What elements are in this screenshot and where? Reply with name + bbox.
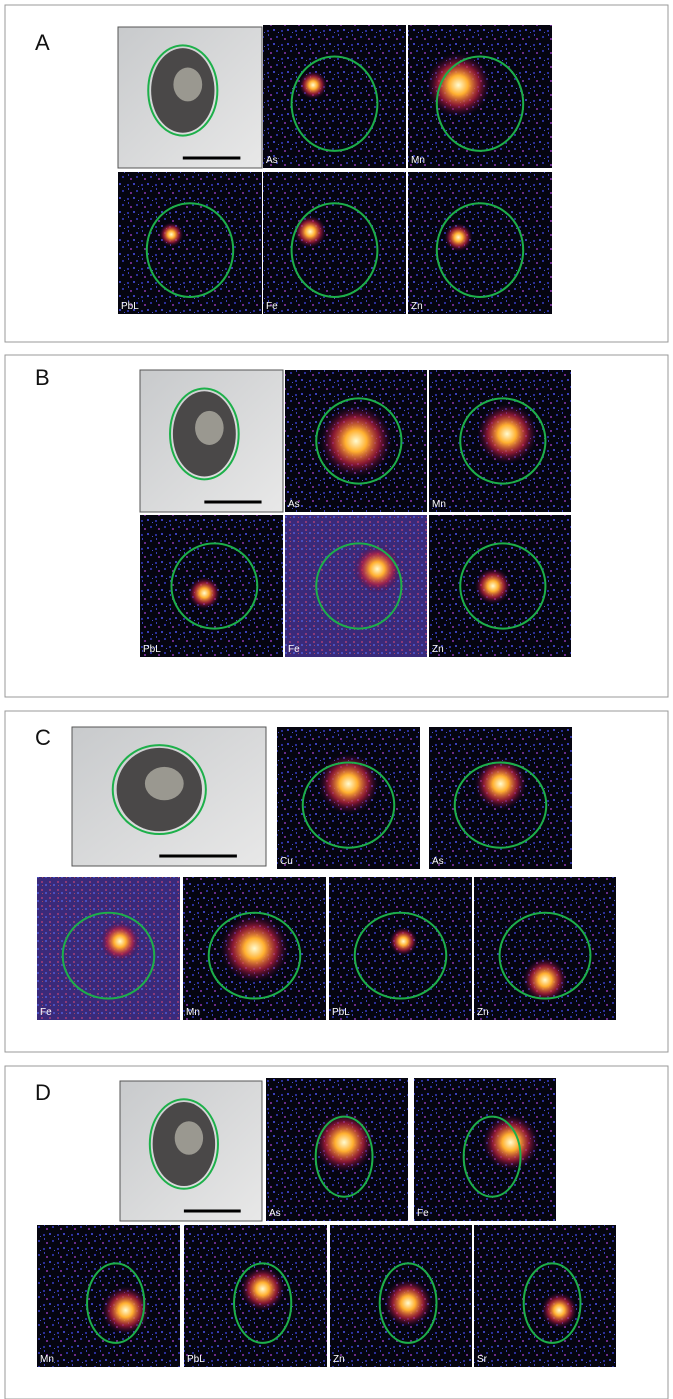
panel-letter: C [35,725,51,750]
element-label: Zn [411,301,423,312]
panel: D As Fe Mn PbL Zn Sr [5,1066,668,1399]
element-label: Zn [432,644,444,655]
grain-highlight [173,68,202,102]
hotspot [477,404,537,464]
grain-highlight [175,1121,203,1155]
hotspot [188,577,220,609]
hotspot [483,1114,539,1170]
hotspot [314,1112,374,1172]
element-label: Fe [40,1007,52,1018]
element-label: Fe [417,1208,429,1219]
hotspot [294,216,326,248]
panel: B As Mn PbL Fe Zn [5,355,668,697]
hotspot [241,1267,285,1311]
element-label: Sr [477,1354,488,1365]
hotspot [444,223,472,251]
element-label: As [288,499,300,510]
element-label: Mn [186,1007,200,1018]
element-map [263,25,406,168]
element-map [408,172,552,314]
element-label: Mn [40,1354,54,1365]
element-label: Zn [333,1354,345,1365]
element-label: PbL [187,1354,205,1365]
element-label: Mn [411,155,425,166]
panel-letter: B [35,365,50,390]
hotspot [384,1279,432,1327]
grain-highlight [195,411,224,445]
element-label: Fe [266,301,278,312]
panel: A As Mn PbL Fe Zn [5,5,668,342]
element-label: Zn [477,1007,489,1018]
element-map [285,515,427,657]
element-label: PbL [121,301,139,312]
element-label: PbL [332,1007,350,1018]
element-map [263,172,406,314]
panel-letter: D [35,1080,51,1105]
hotspot [159,222,183,246]
element-label: As [269,1208,281,1219]
element-label: As [432,856,444,867]
element-label: PbL [143,644,161,655]
panel: C Cu As Fe Mn PbL Zn [5,711,668,1052]
element-map [118,172,262,314]
hotspot [299,71,327,99]
hotspot [475,568,511,604]
hotspot [353,545,401,593]
hotspot [100,921,140,961]
panel-letter: A [35,30,50,55]
figure: A As Mn PbL Fe Zn B As Mn PbL Fe Zn C Cu As Fe Mn PbL Zn D A… [0,0,673,1399]
element-map [474,1225,616,1367]
hotspot [389,927,417,955]
hotspot [221,915,289,983]
element-label: As [266,155,278,166]
element-label: Fe [288,644,300,655]
element-label: Mn [432,499,446,510]
hotspot [320,405,392,477]
grain-highlight [145,767,184,800]
element-label: Cu [280,856,293,867]
hotspot [541,1292,577,1328]
